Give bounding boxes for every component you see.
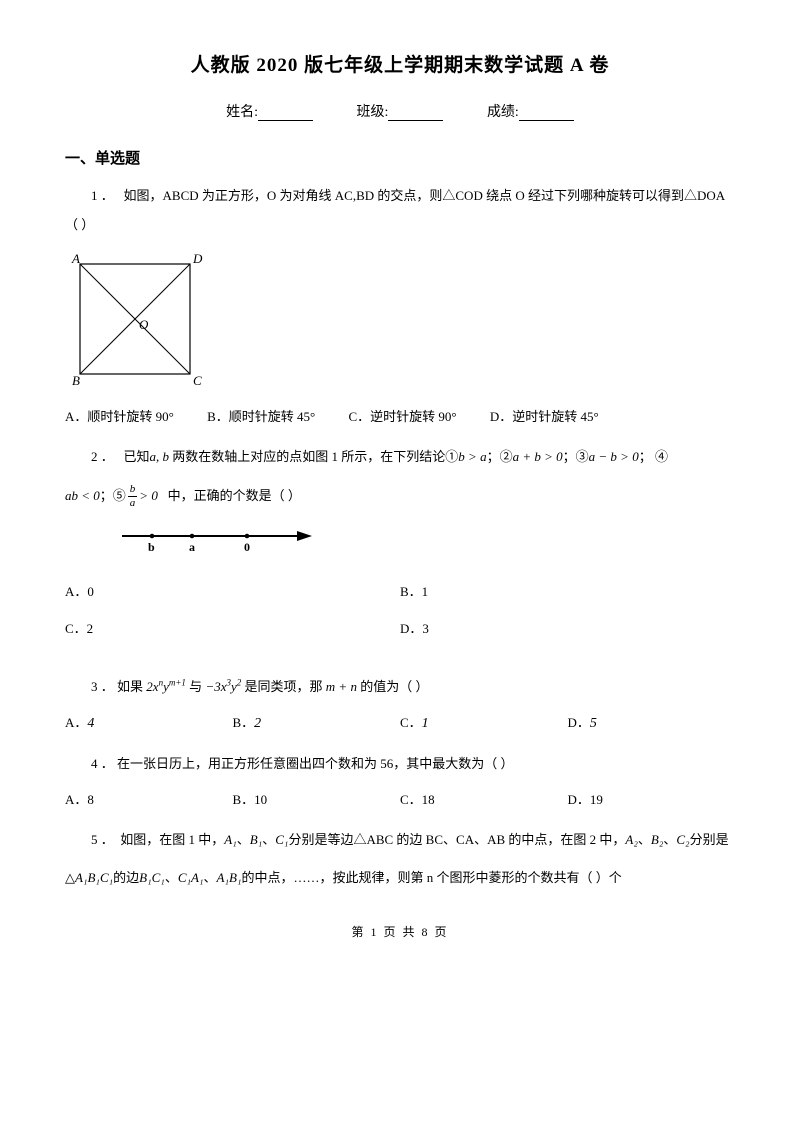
numberline-b-label: b <box>148 540 155 554</box>
q1-options: A．顺时针旋转 90° B．顺时针旋转 45° C．逆时针旋转 90° D．逆时… <box>65 406 735 425</box>
q2-option-a: A．0 <box>65 581 400 600</box>
q5-C2: C₂ <box>676 832 689 847</box>
square-diagram-svg: A D B C O <box>65 249 205 389</box>
section-1-heading: 一、单选题 <box>65 147 735 168</box>
q4-option-a: A．8 <box>65 789 233 808</box>
q2-c1: b > a <box>458 449 486 464</box>
vertex-D-label: D <box>192 251 203 266</box>
score-blank[interactable] <box>519 106 574 121</box>
q5-B2: B₂ <box>651 832 663 847</box>
page-footer: 第 1 页 共 8 页 <box>65 923 735 940</box>
q2-s45: ；⑤ <box>100 488 126 503</box>
q2-s12: ；② <box>487 449 513 464</box>
q2-number: 2 ． <box>91 449 114 464</box>
q4-option-c: C．18 <box>400 789 568 808</box>
q3-term2: −3x3y2 <box>205 679 241 694</box>
q2-c4: ab < 0 <box>65 488 100 503</box>
numberline-0-label: 0 <box>244 540 250 554</box>
q4-number: 4 ． <box>91 756 114 771</box>
q2-frac-num: b <box>128 484 138 497</box>
q5-A2: A₂ <box>625 832 637 847</box>
q2-s34: ； ④ <box>639 449 668 464</box>
q2-c2: a + b > 0 <box>513 449 563 464</box>
q2-mid1: 两数在数轴上对应的点如图 1 所示，在下列结论① <box>172 449 458 464</box>
q3-option-d: D．5 <box>568 712 736 732</box>
q5-C1: C₁ <box>275 832 288 847</box>
q2-frac: ba <box>128 484 138 509</box>
class-label: 班级: <box>357 105 389 120</box>
q1-option-a: A．顺时针旋转 90° <box>65 406 174 425</box>
q5-A1: A₁ <box>224 832 236 847</box>
q2-s23: ；③ <box>563 449 589 464</box>
q3-mid: 与 <box>186 679 206 694</box>
q5-mid2: 分别是 <box>690 832 729 847</box>
q2-numberline-figure: b a 0 <box>117 524 735 559</box>
q2-tail: 中，正确的个数是（ ） <box>168 488 301 503</box>
q3-number: 3 ． <box>91 679 114 694</box>
q3-option-c: C．1 <box>400 712 568 732</box>
score-label: 成绩: <box>487 105 519 120</box>
vertex-A-label: A <box>71 251 80 266</box>
q3-option-a: A．4 <box>65 712 233 732</box>
q2-option-d: D．3 <box>400 618 735 637</box>
vertex-C-label: C <box>193 373 202 388</box>
question-2: 2 ． 已知a, b 两数在数轴上对应的点如图 1 所示，在下列结论①b > a… <box>65 443 735 472</box>
q3-prefix: 如果 <box>117 679 146 694</box>
student-info-line: 姓名: 班级: 成绩: <box>65 101 735 121</box>
q3-option-b: B．2 <box>233 712 401 732</box>
q2-prefix: 已知 <box>124 449 150 464</box>
q1-option-d: D．逆时针旋转 45° <box>490 406 599 425</box>
vertex-B-label: B <box>72 373 80 388</box>
question-1: 1 ． 如图，ABCD 为正方形，O 为对角线 AC,BD 的交点，则△COD … <box>65 182 735 239</box>
question-5: 5 ． 如图，在图 1 中，A₁、B₁、C₁分别是等边△ABC 的边 BC、CA… <box>65 826 735 855</box>
question-3: 3 ． 如果 2xnym+1 与 −3x3y2 是同类项，那 m + n 的值为… <box>65 673 735 702</box>
q4-options: A．8 B．10 C．18 D．19 <box>65 789 735 808</box>
q2-ab: a, b <box>150 449 170 464</box>
q2-option-b: B．1 <box>400 581 735 600</box>
q4-option-d: D．19 <box>568 789 736 808</box>
center-O-label: O <box>139 317 149 332</box>
q4-text: 在一张日历上，用正方形任意圈出四个数和为 56，其中最大数为（ ） <box>117 756 514 771</box>
q3-mid2: 是同类项，那 <box>241 679 326 694</box>
q3-term1: 2xnym+1 <box>146 679 186 694</box>
q5-mid1: 分别是等边△ABC 的边 BC、CA、AB 的中点，在图 2 中， <box>288 832 625 847</box>
q5-prefix: 如图，在图 1 中， <box>120 832 224 847</box>
q5-mid3: 的边 <box>113 870 139 885</box>
name-blank[interactable] <box>258 106 313 121</box>
numberline-a-label: a <box>189 540 195 554</box>
q5-tri: △ <box>65 870 75 885</box>
class-blank[interactable] <box>388 106 443 121</box>
q4-option-b: B．10 <box>233 789 401 808</box>
q1-option-b: B．顺时针旋转 45° <box>207 406 315 425</box>
q1-number: 1 ． <box>91 188 114 203</box>
page-title: 人教版 2020 版七年级上学期期末数学试题 A 卷 <box>65 50 735 77</box>
q5-tail: 的中点，……，按此规律，则第 n 个图形中菱形的个数共有（ ）个 <box>241 870 621 885</box>
question-4: 4 ． 在一张日历上，用正方形任意圈出四个数和为 56，其中最大数为（ ） <box>65 750 735 779</box>
exam-page: 人教版 2020 版七年级上学期期末数学试题 A 卷 姓名: 班级: 成绩: 一… <box>0 0 800 970</box>
q1-figure-square: A D B C O <box>65 249 735 394</box>
numberline-svg: b a 0 <box>117 524 317 554</box>
q2-option-c: C．2 <box>65 618 400 637</box>
name-label: 姓名: <box>226 105 258 120</box>
question-2-line2: ab < 0；⑤ba> 0 中，正确的个数是（ ） <box>65 482 735 511</box>
q3-mn: m + n <box>326 679 357 694</box>
q2-c5tail: > 0 <box>139 488 158 503</box>
question-5-line2: △A₁B₁C₁的边B₁C₁、C₁A₁、A₁B₁的中点，……，按此规律，则第 n … <box>65 864 735 893</box>
q3-options: A．4 B．2 C．1 D．5 <box>65 712 735 732</box>
q5-number: 5 ． <box>91 832 114 847</box>
q2-frac-den: a <box>128 497 138 509</box>
q1-text: 如图，ABCD 为正方形，O 为对角线 AC,BD 的交点，则△COD 绕点 O… <box>65 188 725 232</box>
q2-c3: a − b > 0 <box>589 449 639 464</box>
q3-tail: 的值为（ ） <box>357 679 429 694</box>
q2-options: A．0 B．1 C．2 D．3 <box>65 581 735 655</box>
q1-option-c: C．逆时针旋转 90° <box>348 406 456 425</box>
q5-B1: B₁ <box>250 832 262 847</box>
